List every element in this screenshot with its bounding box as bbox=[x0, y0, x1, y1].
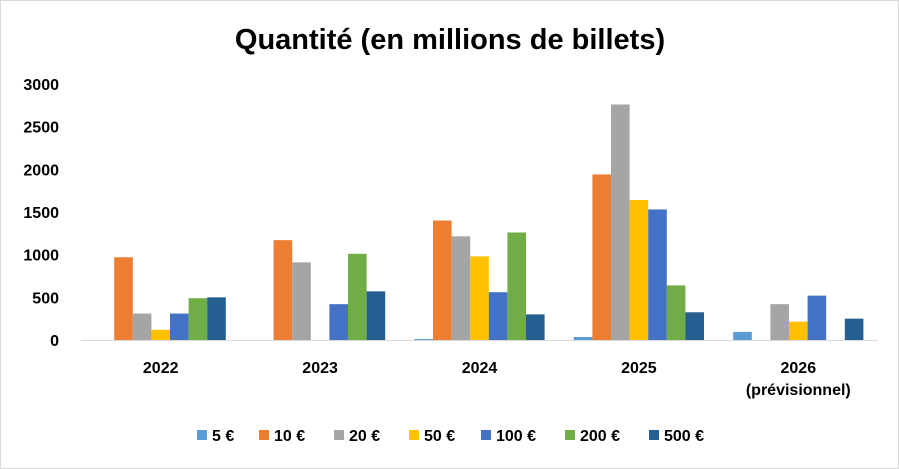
bar bbox=[844, 318, 864, 340]
bar bbox=[488, 292, 508, 340]
x-tick-label: 2022 bbox=[143, 360, 179, 377]
legend-label: 20 € bbox=[349, 428, 380, 445]
bar bbox=[666, 285, 686, 340]
bar bbox=[573, 337, 593, 340]
legend-label: 200 € bbox=[580, 428, 620, 445]
legend: 5 € 10 € 20 € 50 € 100 € 200 € 500 € bbox=[197, 428, 704, 445]
bars-group bbox=[114, 104, 864, 340]
legend-swatch bbox=[259, 430, 269, 440]
y-tick-label: 0 bbox=[50, 333, 59, 350]
y-tick-label: 2000 bbox=[23, 162, 59, 179]
bar bbox=[733, 331, 752, 340]
bar bbox=[807, 295, 827, 340]
y-tick-label: 2500 bbox=[23, 120, 59, 137]
bar bbox=[151, 329, 170, 340]
bar bbox=[170, 313, 189, 340]
legend-swatch bbox=[481, 430, 491, 440]
x-tick-label: 2026 bbox=[781, 360, 817, 377]
bar bbox=[114, 257, 133, 340]
y-tick-label: 3000 bbox=[23, 77, 59, 94]
bar bbox=[414, 338, 433, 340]
y-tick-label: 1500 bbox=[23, 205, 59, 222]
chart-title: Quantité (en millions de billets) bbox=[235, 24, 665, 56]
x-tick-label: (prévisionnel) bbox=[746, 382, 851, 399]
bar bbox=[366, 291, 386, 340]
legend-label: 500 € bbox=[664, 428, 704, 445]
legend-swatch bbox=[649, 430, 659, 440]
bar bbox=[770, 304, 789, 340]
x-tick-label: 2024 bbox=[462, 360, 498, 377]
x-tick-label: 2025 bbox=[621, 360, 657, 377]
legend-label: 50 € bbox=[424, 428, 455, 445]
bar bbox=[685, 312, 704, 340]
bar bbox=[507, 232, 526, 340]
legend-swatch bbox=[565, 430, 575, 440]
bar bbox=[433, 220, 452, 340]
bar bbox=[273, 240, 293, 340]
bar bbox=[292, 262, 311, 340]
bar bbox=[188, 298, 208, 340]
legend-label: 100 € bbox=[496, 428, 536, 445]
legend-swatch bbox=[409, 430, 419, 440]
bar bbox=[789, 321, 808, 340]
bar bbox=[470, 256, 489, 340]
x-axis-labels: 2022 2023 2024 2025 2026 (prévisionnel) bbox=[143, 360, 851, 399]
bar bbox=[207, 297, 226, 340]
bar bbox=[611, 104, 630, 340]
bar bbox=[348, 253, 367, 340]
legend-swatch bbox=[334, 430, 344, 440]
legend-swatch bbox=[197, 430, 207, 440]
bar bbox=[526, 314, 545, 340]
legend-label: 10 € bbox=[274, 428, 305, 445]
bar bbox=[648, 209, 667, 340]
bar bbox=[329, 304, 348, 340]
bar bbox=[629, 200, 649, 340]
legend-label: 5 € bbox=[212, 428, 234, 445]
bar bbox=[132, 313, 152, 340]
y-tick-label: 500 bbox=[32, 290, 59, 307]
x-tick-label: 2023 bbox=[302, 360, 338, 377]
bar bbox=[592, 174, 611, 340]
y-axis-labels: 0 500 1000 1500 2000 2500 3000 bbox=[23, 77, 59, 350]
y-tick-label: 1000 bbox=[23, 248, 59, 265]
bar bbox=[451, 236, 471, 340]
